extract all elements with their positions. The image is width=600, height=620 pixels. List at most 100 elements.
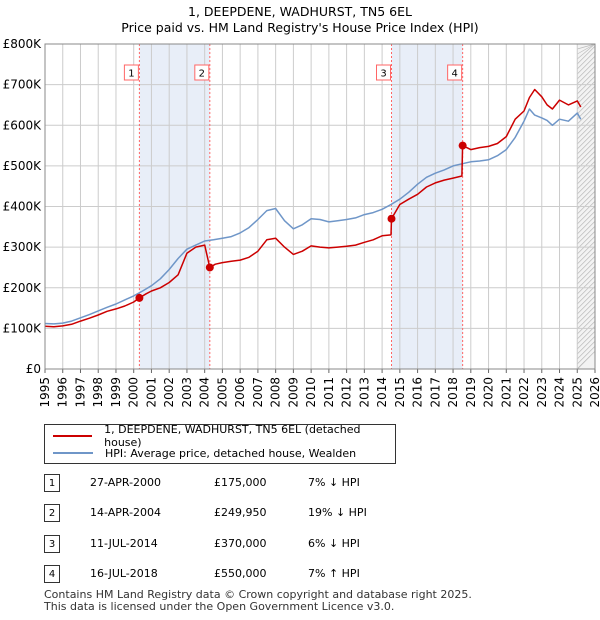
hatch-line — [577, 296, 596, 315]
transaction-point — [135, 293, 144, 302]
series-line-hpi — [44, 108, 582, 325]
hatch-line — [577, 121, 596, 140]
x-axis: 1995 1996 1997 1998 1999 2000 2001 2002 2003 2004… — [38, 369, 600, 408]
x-tick-label: 2011 — [322, 377, 336, 408]
x-tick-label: 2016 — [411, 377, 425, 408]
hatch-line — [577, 316, 596, 335]
y-tick-label: £500K — [3, 159, 43, 173]
hatch-line — [577, 176, 596, 195]
row-date: 11-JUL-2014 — [90, 537, 158, 550]
hatch-line — [577, 96, 596, 115]
hatch-line — [577, 221, 596, 240]
marker-label: 4 — [451, 69, 457, 80]
y-tick-label: £200K — [3, 281, 43, 295]
hatch-line — [577, 231, 596, 250]
transaction-points — [135, 141, 467, 302]
hatch-line — [577, 156, 596, 175]
table-row: 2 14-APR-2004 £249,950 19% ↓ HPI — [44, 504, 384, 524]
hatch-line — [577, 266, 596, 285]
x-tick-label: 2006 — [233, 377, 247, 408]
x-tick-label: 2004 — [198, 377, 212, 408]
x-tick-label: 2010 — [304, 377, 318, 408]
hatch-line — [577, 236, 596, 255]
marker-box — [376, 64, 391, 81]
hatch-line — [577, 201, 596, 220]
gridlines — [44, 43, 596, 370]
hatch-line — [577, 61, 596, 80]
transaction-point — [387, 214, 396, 223]
hatch-line — [577, 256, 596, 275]
legend-swatch-property — [53, 435, 93, 437]
row-number-badge: 2 — [44, 504, 60, 522]
hatch-line — [577, 146, 596, 165]
table-row: 3 11-JUL-2014 £370,000 6% ↓ HPI — [44, 535, 384, 555]
hatch-line — [577, 106, 596, 125]
row-price: £550,000 — [214, 567, 267, 580]
legend-label-hpi: HPI: Average price, detached house, Weal… — [105, 446, 357, 460]
hatch-line — [577, 126, 596, 145]
transaction-point — [458, 141, 467, 150]
marker-label: 1 — [128, 69, 134, 80]
hatch-line — [577, 43, 596, 55]
x-tick-label: 2001 — [144, 377, 158, 408]
hatch-line — [577, 131, 596, 150]
row-number-badge: 1 — [44, 474, 60, 492]
row-hpi-diff: 6% ↓ HPI — [308, 537, 360, 550]
x-tick-label: 2014 — [375, 377, 389, 408]
row-price: £370,000 — [214, 537, 267, 550]
hatch-line — [577, 286, 596, 305]
footer: Contains HM Land Registry data © Crown c… — [44, 589, 472, 613]
plot-frame — [44, 43, 596, 370]
hatch-line — [577, 246, 596, 265]
row-number-badge: 4 — [44, 565, 60, 583]
x-tick-label: 2022 — [517, 377, 531, 408]
y-tick-label: £100K — [3, 321, 43, 335]
x-tick-label: 1999 — [109, 377, 123, 408]
y-tick-label: £300K — [3, 240, 43, 254]
hatch-line — [577, 276, 596, 295]
row-date: 16-JUL-2018 — [90, 567, 158, 580]
table-row: 4 16-JUL-2018 £550,000 7% ↑ HPI — [44, 565, 384, 585]
hatch-line — [577, 51, 596, 70]
hatch-line — [577, 281, 596, 300]
x-tick-label: 2003 — [180, 377, 194, 408]
legend-item-property: 1, DEEPDENE, WADHURST, TN5 6EL (detached… — [53, 423, 395, 449]
marker-box — [123, 64, 139, 81]
hatch-line — [577, 166, 596, 185]
x-tick-label: 2007 — [251, 377, 265, 408]
row-hpi-diff: 7% ↓ HPI — [308, 476, 360, 489]
hatch-line — [577, 136, 596, 155]
hatch-line — [577, 331, 596, 350]
hatch-line — [577, 76, 596, 95]
hatch-line — [577, 111, 596, 130]
x-tick-label: 2024 — [553, 377, 567, 408]
legend-label-property: 1, DEEPDENE, WADHURST, TN5 6EL (detached… — [104, 423, 361, 449]
hatch-line — [577, 171, 596, 190]
x-tick-label: 2009 — [286, 377, 300, 408]
hatch-line — [577, 206, 596, 225]
row-number-badge: 3 — [44, 535, 60, 553]
x-tick-label: 1995 — [38, 377, 52, 408]
chart-title-address: 1, DEEPDENE, WADHURST, TN5 6EL — [188, 4, 412, 19]
x-tick-label: 1996 — [56, 377, 70, 408]
y-tick-label: £800K — [3, 37, 43, 51]
row-date: 14-APR-2004 — [90, 506, 162, 519]
marker-label: 3 — [380, 69, 386, 80]
hatch-line — [577, 43, 596, 60]
x-tick-label: 2015 — [393, 377, 407, 408]
hatch-line — [577, 261, 596, 280]
legend-swatch-hpi — [53, 452, 93, 454]
table-row: 1 27-APR-2000 £175,000 7% ↓ HPI — [44, 474, 384, 494]
hatch-line — [577, 66, 596, 85]
hatch-line — [577, 291, 596, 310]
transaction-point — [205, 263, 214, 272]
hatch-line — [577, 321, 596, 340]
y-tick-label: £600K — [3, 118, 43, 132]
row-price: £175,000 — [214, 476, 267, 489]
hatch-line — [577, 161, 596, 180]
x-tick-label: 2026 — [588, 377, 600, 408]
hatch-line — [577, 241, 596, 260]
hatch-line — [577, 251, 596, 270]
chart-subtitle: Price paid vs. HM Land Registry's House … — [121, 20, 479, 35]
x-tick-label: 1997 — [73, 377, 87, 408]
